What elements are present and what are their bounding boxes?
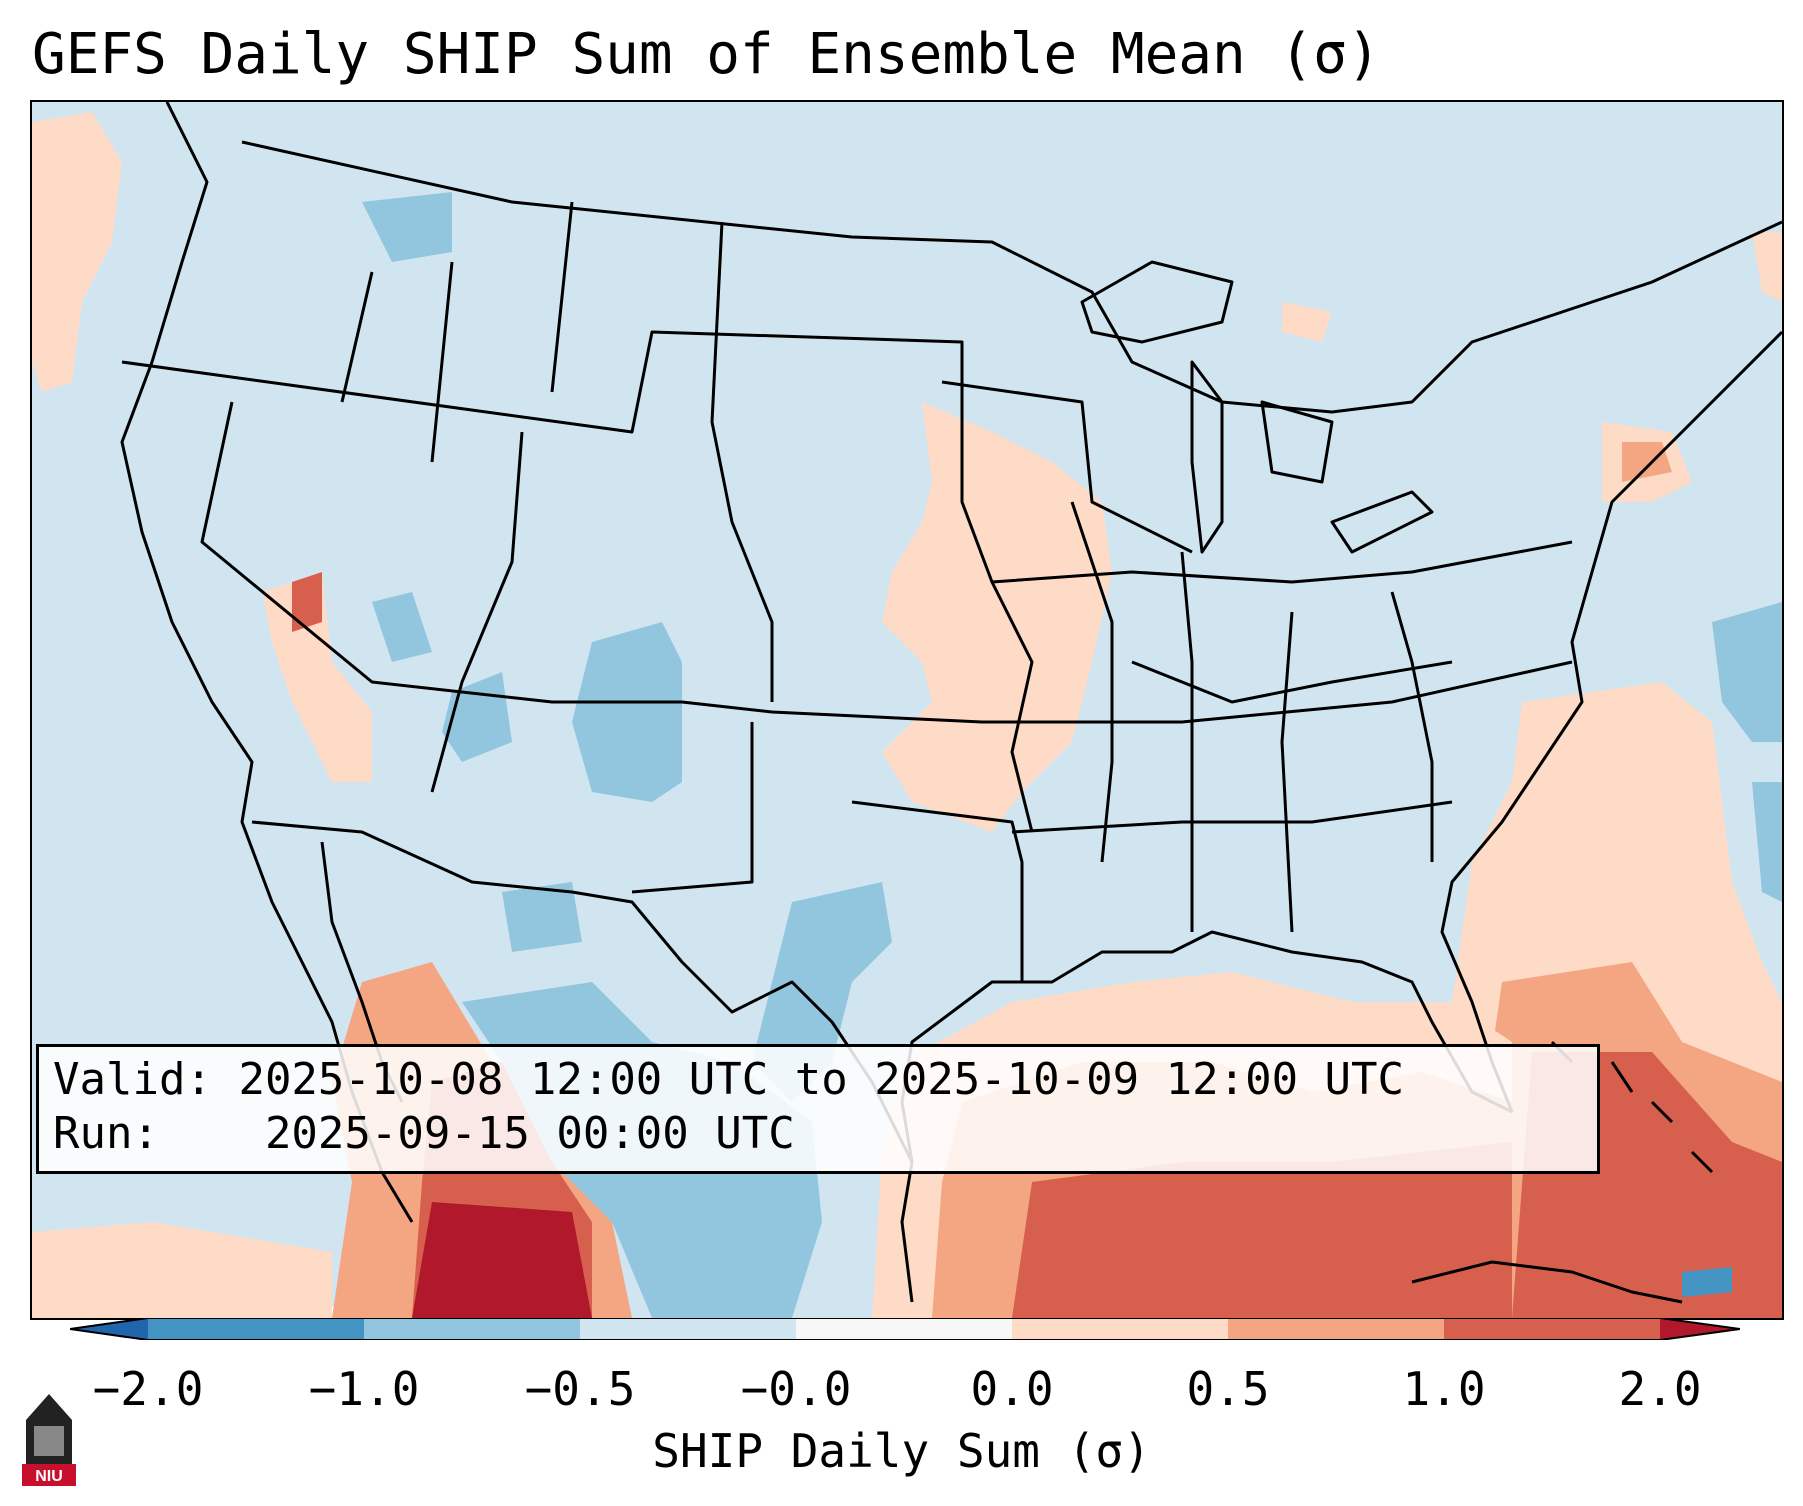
anomaly-midwest — [882, 402, 1112, 832]
state-lines-latitudinal — [991, 540, 1573, 834]
anomaly-atlantic-offshore-2 — [1752, 782, 1782, 902]
colorbar-tick-label: 0.0 — [970, 1362, 1054, 1416]
colorbar-tick-label: 0.5 — [1186, 1362, 1270, 1416]
anomaly-bc — [362, 192, 452, 262]
colorbar-tick-label: 1.0 — [1402, 1362, 1486, 1416]
colorbar-extend-low — [70, 1318, 148, 1340]
colorbar-tick-label: −0.5 — [524, 1362, 636, 1416]
anomaly-nevada-blue — [372, 592, 432, 662]
colorbar-tick-label: −1.0 — [308, 1362, 420, 1416]
anomaly-arizona — [502, 882, 582, 952]
state-lines-west — [340, 201, 774, 702]
anomaly-canada-east — [1752, 232, 1782, 302]
colorbar-tick-label: −2.0 — [92, 1362, 204, 1416]
anomaly-atlantic-offshore — [1712, 602, 1782, 742]
run-label: Run: — [53, 1108, 159, 1159]
colorbar-label: SHIP Daily Sum (σ) — [652, 1424, 1151, 1478]
logo-banner — [22, 1464, 76, 1486]
colorbar-band-1-2 — [1444, 1318, 1660, 1340]
colorbar-band-05-1 — [1228, 1318, 1444, 1340]
lake-superior — [1080, 260, 1234, 344]
logo-windows — [34, 1426, 64, 1456]
state-lines-east — [941, 380, 1434, 933]
lake-huron — [1260, 400, 1334, 484]
mexico-gulf-coast — [900, 1161, 914, 1303]
anomaly-west-mexico-max — [412, 1202, 592, 1318]
colorbar-band-neg1-neg05 — [364, 1318, 580, 1340]
anomaly-hispaniola — [1682, 1267, 1732, 1297]
anomaly-quebec — [1282, 302, 1332, 342]
state-lines-southwest — [430, 431, 1024, 982]
colorbar-band-neg2-neg1 — [148, 1318, 364, 1340]
map-title: GEFS Daily SHIP Sum of Ensemble Mean (σ) — [32, 22, 1381, 87]
colorbar-band-neg05-0 — [580, 1318, 796, 1340]
anomaly-new-england-core — [1622, 442, 1672, 482]
colorbar-extend-high — [1660, 1318, 1740, 1340]
atlantic-coastline — [1440, 330, 1782, 1113]
mexico-border — [251, 820, 914, 1163]
anomaly-colorado — [572, 622, 682, 802]
colorbar-band-zero — [796, 1318, 1012, 1340]
lake-michigan — [1190, 360, 1224, 554]
colorbar-band-0-05 — [1012, 1318, 1228, 1340]
gulf-coastline — [900, 930, 1513, 1163]
logo-text: NIU — [35, 1468, 63, 1485]
colorbar-tick-label: 2.0 — [1618, 1362, 1702, 1416]
state-lines-central — [200, 401, 1573, 724]
anomaly-pacific-nw — [32, 112, 122, 392]
anomaly-gulf-core — [1012, 1142, 1512, 1318]
valid-value: 2025-10-08 12:00 UTC to 2025-10-09 12:00… — [238, 1054, 1405, 1105]
valid-label: Valid: — [53, 1054, 212, 1105]
anomaly-nevada-core — [292, 572, 322, 632]
niu-logo-icon: NIU — [22, 1394, 76, 1486]
run-value: 2025-09-15 00:00 UTC — [264, 1108, 795, 1159]
colorbar-tick-label: −0.0 — [740, 1362, 852, 1416]
cuba-outline — [1411, 1260, 1683, 1304]
anomaly-east-pacific — [32, 1222, 332, 1318]
colorbar — [70, 1318, 1740, 1340]
lake-erie — [1330, 490, 1434, 554]
valid-run-info-box: Valid: 2025-10-08 12:00 UTC to 2025-10-0… — [36, 1044, 1600, 1174]
anomaly-nevada — [262, 572, 372, 782]
